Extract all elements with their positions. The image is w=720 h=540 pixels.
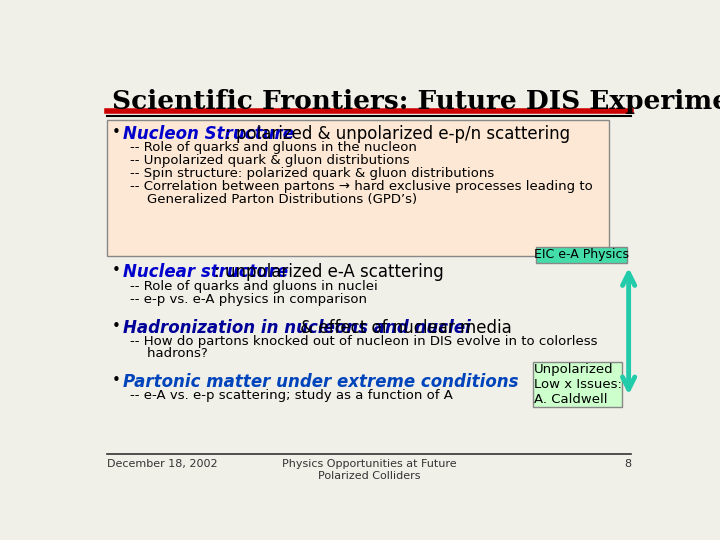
Text: Partonic matter under extreme conditions: Partonic matter under extreme conditions bbox=[122, 373, 518, 391]
FancyBboxPatch shape bbox=[534, 362, 622, 407]
Text: : unpolarized e-A scattering: : unpolarized e-A scattering bbox=[214, 264, 444, 281]
Text: •: • bbox=[112, 125, 120, 140]
Text: -- e-p vs. e-A physics in comparison: -- e-p vs. e-A physics in comparison bbox=[130, 293, 367, 306]
Text: -- e-A vs. e-p scattering; study as a function of A: -- e-A vs. e-p scattering; study as a fu… bbox=[130, 389, 453, 402]
Text: Scientific Frontiers: Future DIS Experiments: Scientific Frontiers: Future DIS Experim… bbox=[112, 90, 720, 114]
Text: Physics Opportunities at Future
Polarized Colliders: Physics Opportunities at Future Polarize… bbox=[282, 459, 456, 481]
Text: -- Unpolarized quark & gluon distributions: -- Unpolarized quark & gluon distributio… bbox=[130, 154, 410, 167]
Text: -- Correlation between partons → hard exclusive processes leading to: -- Correlation between partons → hard ex… bbox=[130, 180, 593, 193]
Text: Nuclear structure: Nuclear structure bbox=[122, 264, 288, 281]
Text: •: • bbox=[112, 264, 120, 279]
Text: Unpolarized
Low x Issues:
A. Caldwell: Unpolarized Low x Issues: A. Caldwell bbox=[534, 363, 621, 406]
Text: -- Role of quarks and gluons in nuclei: -- Role of quarks and gluons in nuclei bbox=[130, 280, 378, 293]
Text: EIC e-A Physics: EIC e-A Physics bbox=[534, 248, 629, 261]
Text: : polarized & unpolarized e-p/n scattering: : polarized & unpolarized e-p/n scatteri… bbox=[225, 125, 570, 143]
FancyBboxPatch shape bbox=[107, 120, 609, 256]
FancyBboxPatch shape bbox=[536, 247, 627, 264]
Text: •: • bbox=[112, 319, 120, 334]
Text: -- Spin structure: polarized quark & gluon distributions: -- Spin structure: polarized quark & glu… bbox=[130, 167, 495, 180]
Text: December 18, 2002: December 18, 2002 bbox=[107, 459, 217, 469]
Text: Nucleon Structure: Nucleon Structure bbox=[122, 125, 294, 143]
Text: -- Role of quarks and gluons in the nucleon: -- Role of quarks and gluons in the nucl… bbox=[130, 141, 417, 154]
Text: -- How do partons knocked out of nucleon in DIS evolve in to colorless: -- How do partons knocked out of nucleon… bbox=[130, 335, 598, 348]
Text: & effect of nuclear media: & effect of nuclear media bbox=[294, 319, 511, 337]
Text: Hadronization in nucleons and nuclei: Hadronization in nucleons and nuclei bbox=[122, 319, 470, 337]
Text: hadrons?: hadrons? bbox=[130, 347, 208, 360]
Text: Generalized Parton Distributions (GPD’s): Generalized Parton Distributions (GPD’s) bbox=[130, 193, 418, 206]
Text: •: • bbox=[112, 373, 120, 388]
Text: 8: 8 bbox=[624, 459, 631, 469]
